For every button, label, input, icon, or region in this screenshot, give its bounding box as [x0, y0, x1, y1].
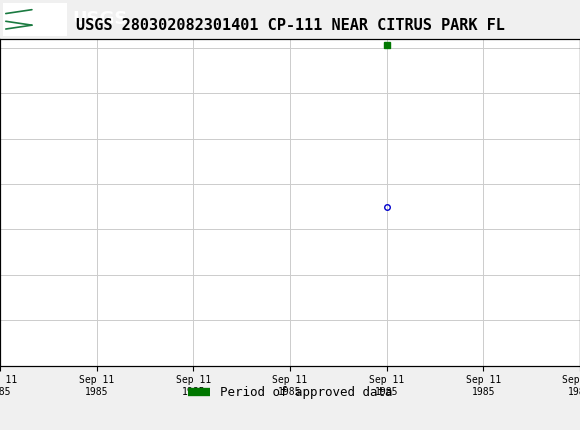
Bar [3, 3, 67, 36]
Legend: Period of approved data: Period of approved data [183, 381, 397, 405]
Title: USGS 280302082301401 CP-111 NEAR CITRUS PARK FL: USGS 280302082301401 CP-111 NEAR CITRUS … [75, 18, 505, 34]
Text: USGS: USGS [72, 10, 128, 28]
